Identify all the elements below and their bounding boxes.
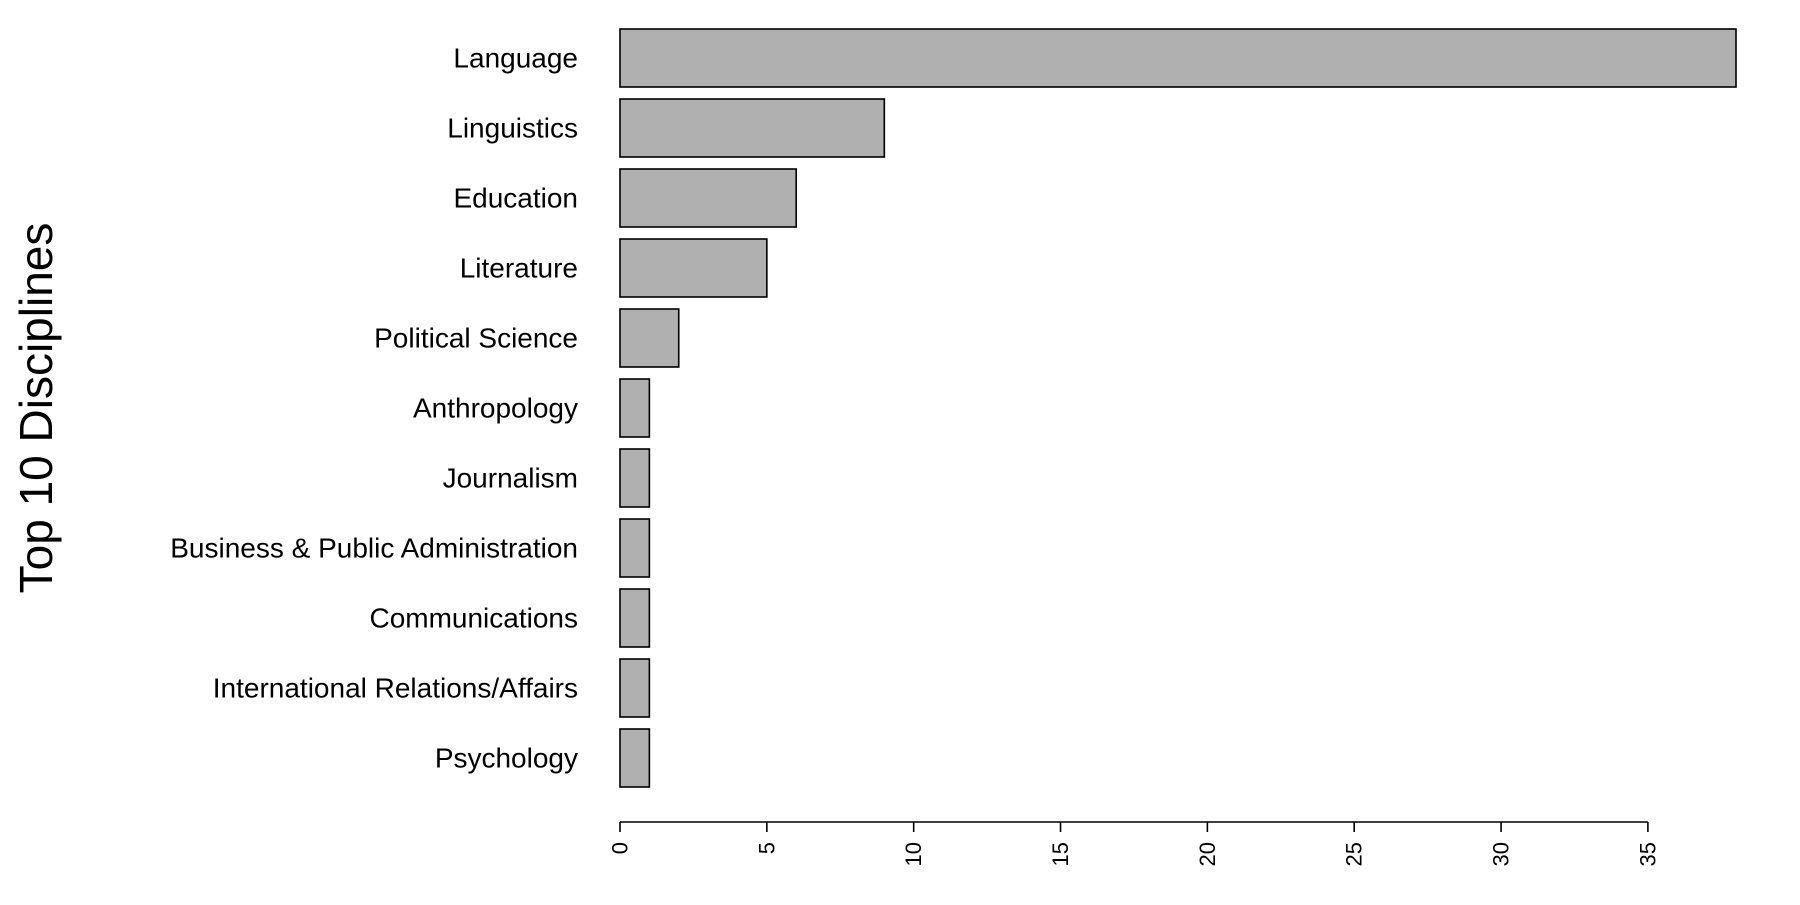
category-label: Literature (460, 253, 578, 284)
x-tick-label: 10 (901, 842, 926, 866)
bar (619, 658, 651, 718)
bar (619, 168, 798, 228)
category-label: Linguistics (447, 113, 578, 144)
bar (619, 308, 680, 368)
x-tick-label: 35 (1635, 842, 1660, 866)
bar (619, 28, 1737, 88)
bar (619, 448, 651, 508)
bar (619, 588, 651, 648)
x-tick-label: 5 (754, 842, 779, 854)
y-axis-title: Top 10 Disciplines (10, 223, 62, 594)
x-tick-label: 25 (1342, 842, 1367, 866)
bar (619, 728, 651, 788)
category-label: Political Science (374, 323, 578, 354)
category-label: Communications (369, 603, 578, 634)
category-label: Language (453, 43, 578, 74)
bars (619, 28, 1737, 788)
bar (619, 378, 651, 438)
x-tick-label: 30 (1489, 842, 1514, 866)
category-label: International Relations/Affairs (213, 673, 578, 704)
category-label: Journalism (443, 463, 578, 494)
bar (619, 518, 651, 578)
x-tick-label: 20 (1195, 842, 1220, 866)
bar (619, 98, 886, 158)
category-labels: Language Linguistics Education Literature Po… (170, 43, 578, 774)
x-tick-label: 0 (608, 842, 633, 854)
category-label: Anthropology (413, 393, 578, 424)
bar (619, 238, 768, 298)
x-axis: 0 5 10 15 20 25 30 35 (608, 821, 1660, 866)
category-label: Education (453, 183, 578, 214)
y-axis-title-group: Top 10 Disciplines (10, 223, 62, 594)
category-label: Psychology (435, 743, 578, 774)
category-label: Business & Public Administration (170, 533, 578, 564)
x-tick-label: 15 (1048, 842, 1073, 866)
